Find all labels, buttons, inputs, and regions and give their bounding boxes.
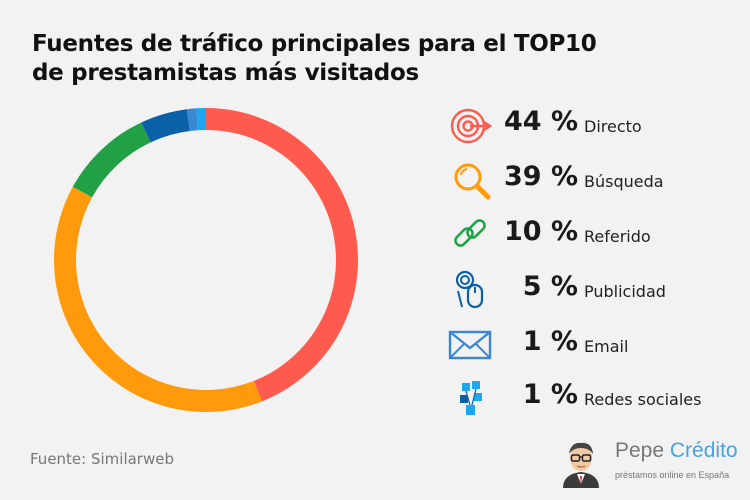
donut-slice-redes-sociales	[196, 108, 206, 131]
legend-item-email: 1 % Email	[440, 320, 740, 370]
legend-label: Email	[584, 337, 629, 356]
donut-slice-directo	[206, 108, 358, 402]
legend-item-directo: 44 % Directo	[440, 100, 740, 150]
envelope-icon	[448, 330, 492, 360]
legend-value: 1 %	[522, 379, 578, 410]
donut-slice-publicidad	[141, 109, 190, 143]
legend-value: 39 %	[503, 161, 578, 192]
legend-value: 44 %	[503, 106, 578, 137]
legend-label: Referido	[584, 227, 651, 246]
legend-item-referido: 10 % Referido	[440, 210, 740, 260]
chart-title: Fuentes de tráfico principales para el T…	[32, 30, 597, 88]
legend-value: 1 %	[522, 326, 578, 357]
brand-tagline: préstamos online en España	[615, 470, 730, 480]
brand-name: Pepe Crédito	[615, 439, 738, 463]
legend-label: Publicidad	[584, 282, 666, 301]
chart-title-line1: Fuentes de tráfico principales para el T…	[32, 31, 597, 57]
legend-item-publicidad: 5 % Publicidad	[440, 265, 740, 315]
legend-item-busqueda: 39 % Búsqueda	[440, 155, 740, 205]
brand-logo: Pepe Crédito préstamos online en España	[555, 436, 740, 488]
brand-name-part1: Pepe	[615, 439, 670, 462]
legend-label: Directo	[584, 117, 642, 136]
legend-item-redes-sociales: 1 % Redes sociales	[440, 373, 740, 423]
avatar	[563, 442, 599, 488]
legend-value: 10 %	[503, 216, 578, 247]
magnifier-icon	[454, 163, 491, 200]
legend-label: Redes sociales	[584, 390, 702, 409]
donut-slice-referido	[72, 122, 151, 198]
mouse-click-icon	[455, 270, 484, 309]
donut-slice-búsqueda	[54, 186, 262, 412]
donut-slice-email	[186, 108, 198, 132]
social-network-icon	[460, 381, 482, 415]
source-note: Fuente: Similarweb	[30, 450, 174, 468]
target-icon	[450, 108, 493, 144]
chart-title-line2: de prestamistas más visitados	[32, 60, 419, 86]
donut-chart	[54, 108, 358, 412]
link-icon	[454, 219, 486, 247]
legend-label: Búsqueda	[584, 172, 664, 191]
brand-name-part2: Crédito	[669, 439, 738, 462]
legend-value: 5 %	[522, 271, 578, 302]
